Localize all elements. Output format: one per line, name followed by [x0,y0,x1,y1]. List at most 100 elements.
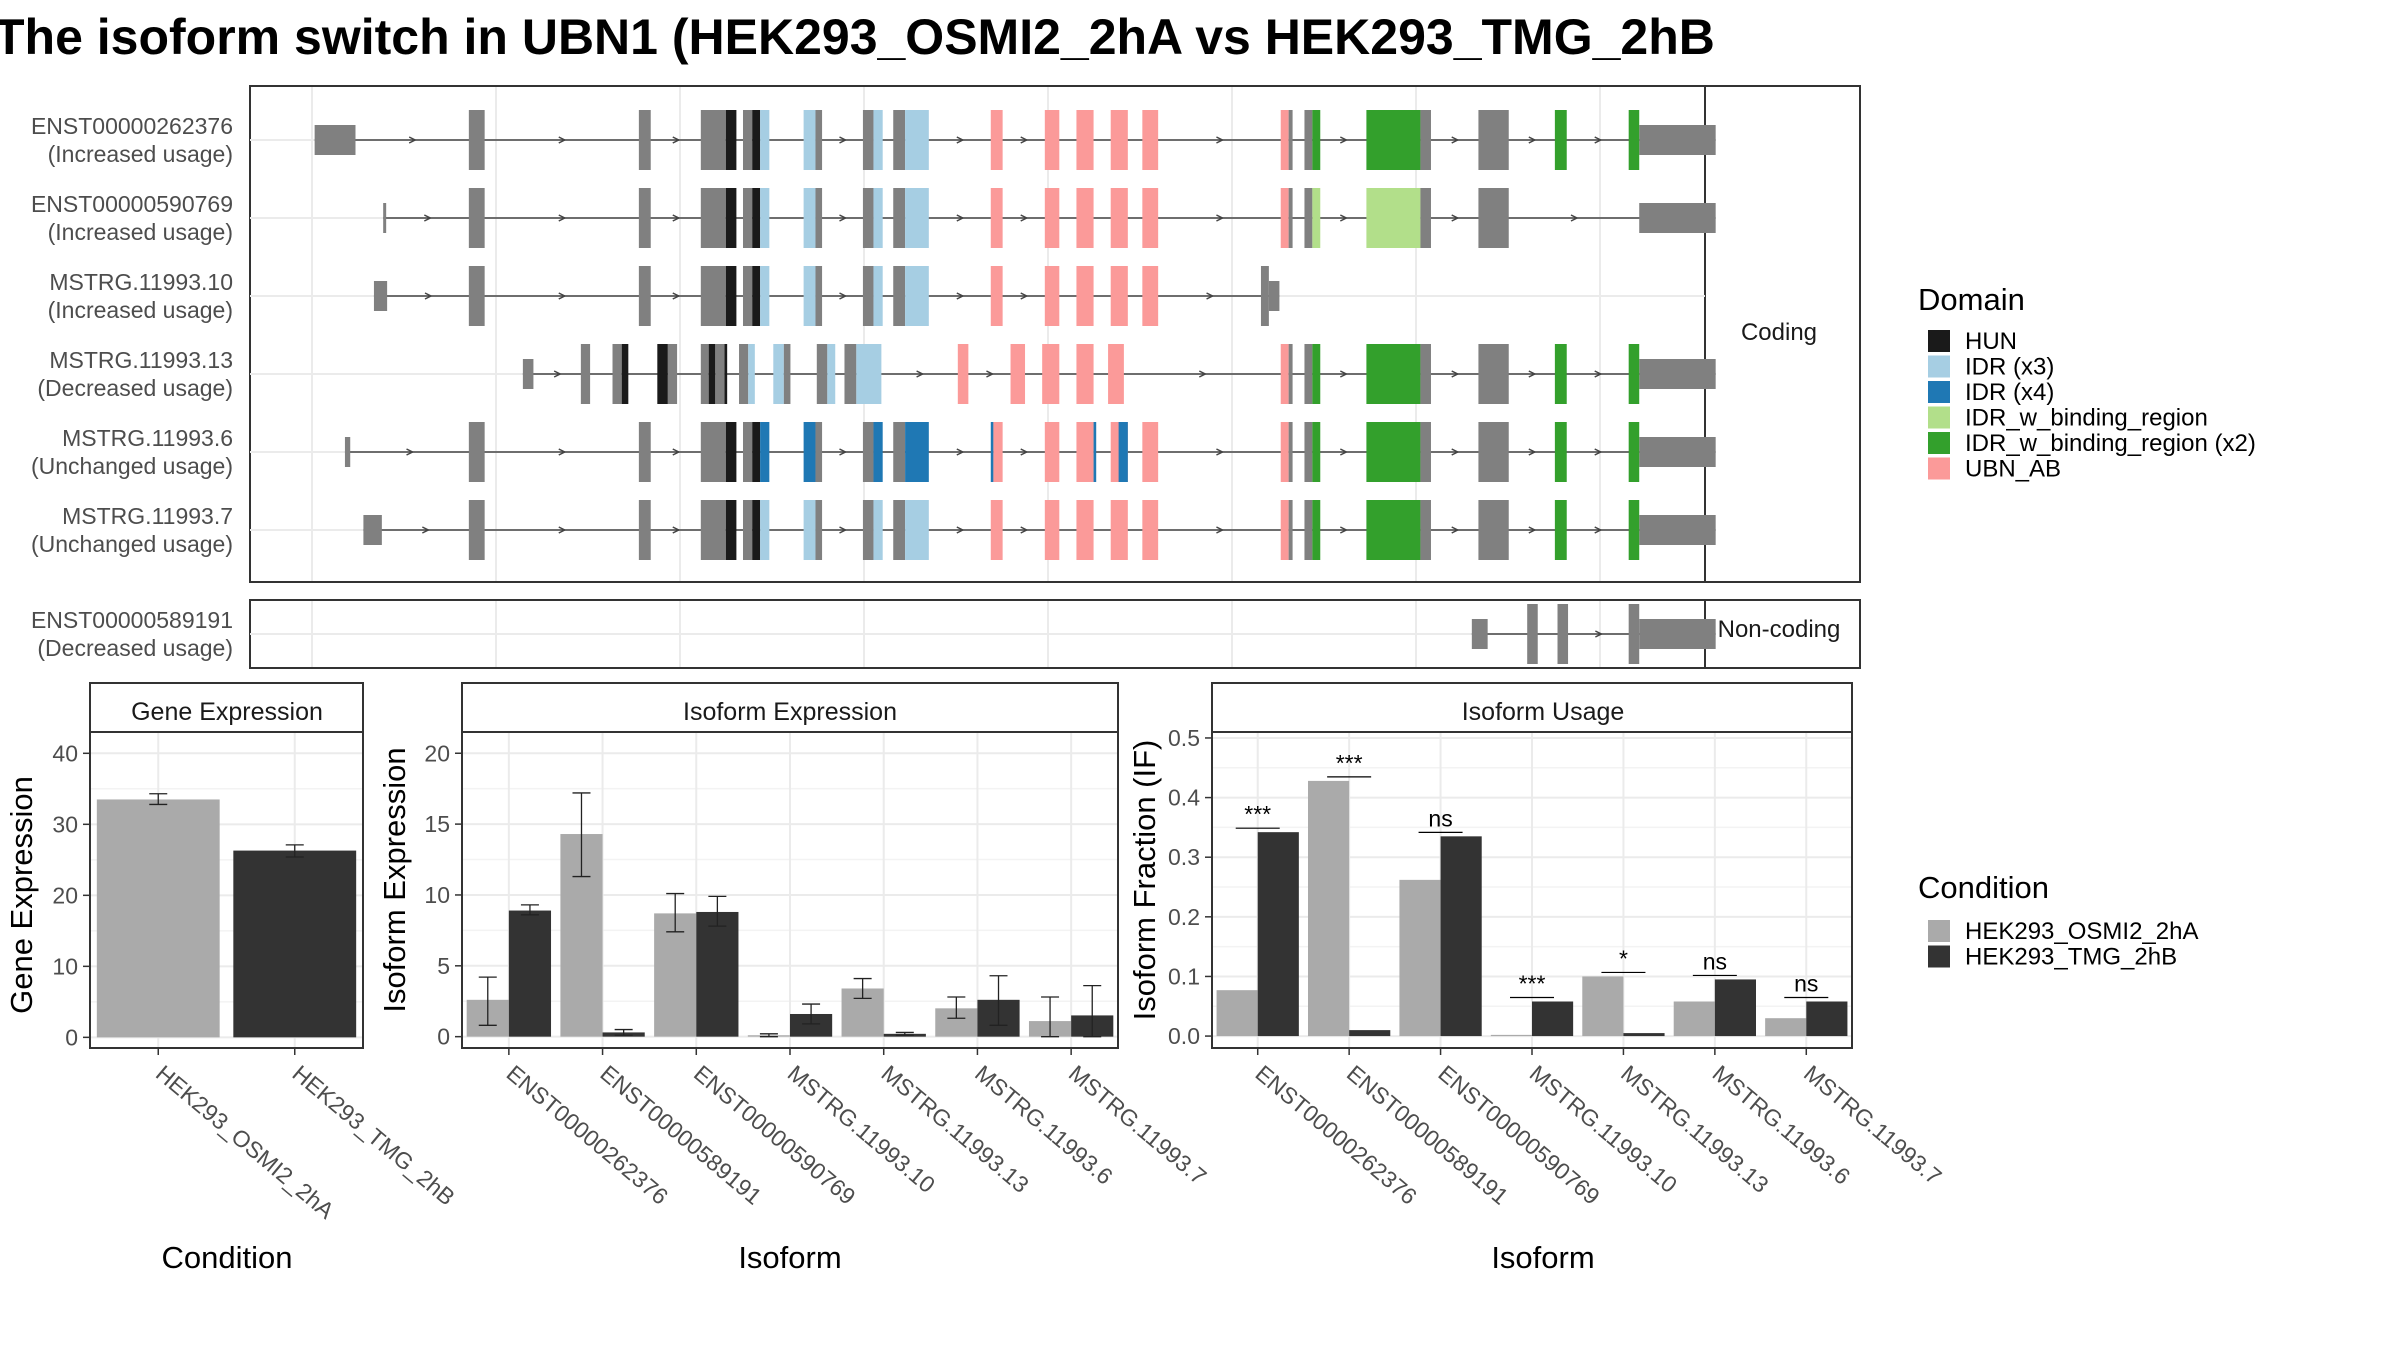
exon-idr4 [1093,422,1097,482]
exon-ubn_ab [1044,110,1060,170]
exon-gray [1478,110,1509,170]
exon-idr_wbr1 [1366,188,1421,248]
exon-gray [638,266,651,326]
y-tick-label: 5 [437,953,450,979]
transcript-id-label: ENST00000590769 [31,191,233,217]
exon-ubn_ab [993,422,1003,482]
transcript-id-label: MSTRG.11993.7 [62,503,233,529]
y-tick-label: 40 [52,740,78,766]
exon-gray [815,422,823,482]
y-tick-label: 0 [437,1024,450,1050]
intron-arrow [558,292,567,300]
exon-gray [844,344,857,404]
transcript-id-label: ENST00000262376 [31,113,233,139]
y-tick-label: 20 [424,740,450,766]
exon-gray [1304,110,1313,170]
bar [508,910,552,1037]
exon-idr3 [873,110,883,170]
exon-ubn_ab [1280,500,1289,560]
exon-ubn_ab [1110,110,1128,170]
intron-arrow [558,136,567,144]
exon-hun [752,110,761,170]
exon-gray [638,110,651,170]
bar [1714,979,1756,1037]
exon-gray [700,344,709,404]
intron-arrow [839,526,848,534]
x-tick-label: ENST00000590769 [1433,1060,1605,1210]
exon-gray [815,500,823,560]
exon-gray [742,110,753,170]
intron-arrow [839,136,848,144]
legend-key-idr4 [1928,381,1950,403]
gene-expression-x-title: Condition [162,1240,293,1275]
exon-idr4 [873,422,883,482]
exon-hun [752,188,761,248]
isoform-usage-panel: 0.0 0.1 0.2 0.3 0.4 0.5 ENST00000262376ENST000… [1127,682,1947,1275]
exon-gray [815,110,823,170]
condition-legend-label: HEK293_OSMI2_2hA [1965,918,2198,945]
exon-idr_wbr2 [1628,110,1640,170]
panel-strip [89,682,364,733]
exon-idr3 [827,344,836,404]
exon-gray [1304,422,1313,482]
utr3-block [1639,359,1716,389]
intron-arrow [672,292,681,300]
transcript-usage-label: (Increased usage) [48,219,233,245]
bar [1765,1018,1807,1037]
exon-hun [725,110,737,170]
legend-label: IDR_w_binding_region (x2) [1965,430,2256,457]
intron-arrow [956,448,965,456]
y-tick-label: 10 [424,882,450,908]
gene-expression-strip-title: Gene Expression [131,698,323,726]
exon-idr_wbr2 [1628,344,1640,404]
exon-idr4 [803,422,816,482]
exon-idr3 [905,500,929,560]
exon-idr_wbr2 [1554,422,1567,482]
utr-block [373,281,388,311]
exon-gray [468,110,485,170]
exon-ubn_ab [1280,422,1289,482]
exon-gray [1304,344,1313,404]
exon-ubn_ab [1044,188,1060,248]
panel-border [461,731,1119,1049]
legend-label: IDR_w_binding_region [1965,405,2208,432]
intron-arrow [1216,214,1225,222]
exon-ubn_ab [990,266,1003,326]
y-tick-label: 0.2 [1168,904,1200,930]
exon-gray [742,266,753,326]
exon-idr_wbr2 [1628,422,1640,482]
bar [696,911,739,1037]
exon-ubn_ab [1142,422,1159,482]
transcript-structure-panel: ENST00000262376(Increased usage)ENST0000… [31,85,1861,669]
y-tick-label: 0 [65,1024,78,1050]
exon-hun [752,422,761,482]
bar [1623,1033,1665,1037]
x-tick-label: ENST00000262376 [1251,1060,1423,1210]
legend-key-hun [1928,330,1950,352]
intron-arrow [1198,370,1207,378]
bar [790,1013,833,1037]
intron-arrow [1528,370,1537,378]
intron-arrow [1594,136,1603,144]
legend-key-idr3 [1928,355,1950,378]
intron-arrow [1339,214,1349,222]
exon-ubn_ab [1110,266,1128,326]
intron-arrow [1216,448,1225,456]
isoform-expression-strip-title: Isoform Expression [683,698,897,726]
transcript-id-label: MSTRG.11993.10 [49,269,233,295]
x-tick-label: ENST00000262376 [502,1060,674,1210]
transcript-id-label: MSTRG.11993.6 [62,425,233,451]
exon-gray [1420,422,1431,482]
transcript-usage-label: (Decreased usage) [37,635,233,661]
exon-gray [1478,188,1509,248]
significance-label: ns [1703,948,1727,974]
intron-arrow [406,448,415,456]
exon-idr_wbr2 [1312,110,1321,170]
intron-arrow [558,526,567,534]
exon-gray [862,110,874,170]
intron-arrow [839,448,848,456]
transcript-id-label: ENST00000589191 [31,607,233,633]
exon-gray [638,188,651,248]
intron-arrow [1528,448,1537,456]
exon-gray [1478,422,1509,482]
